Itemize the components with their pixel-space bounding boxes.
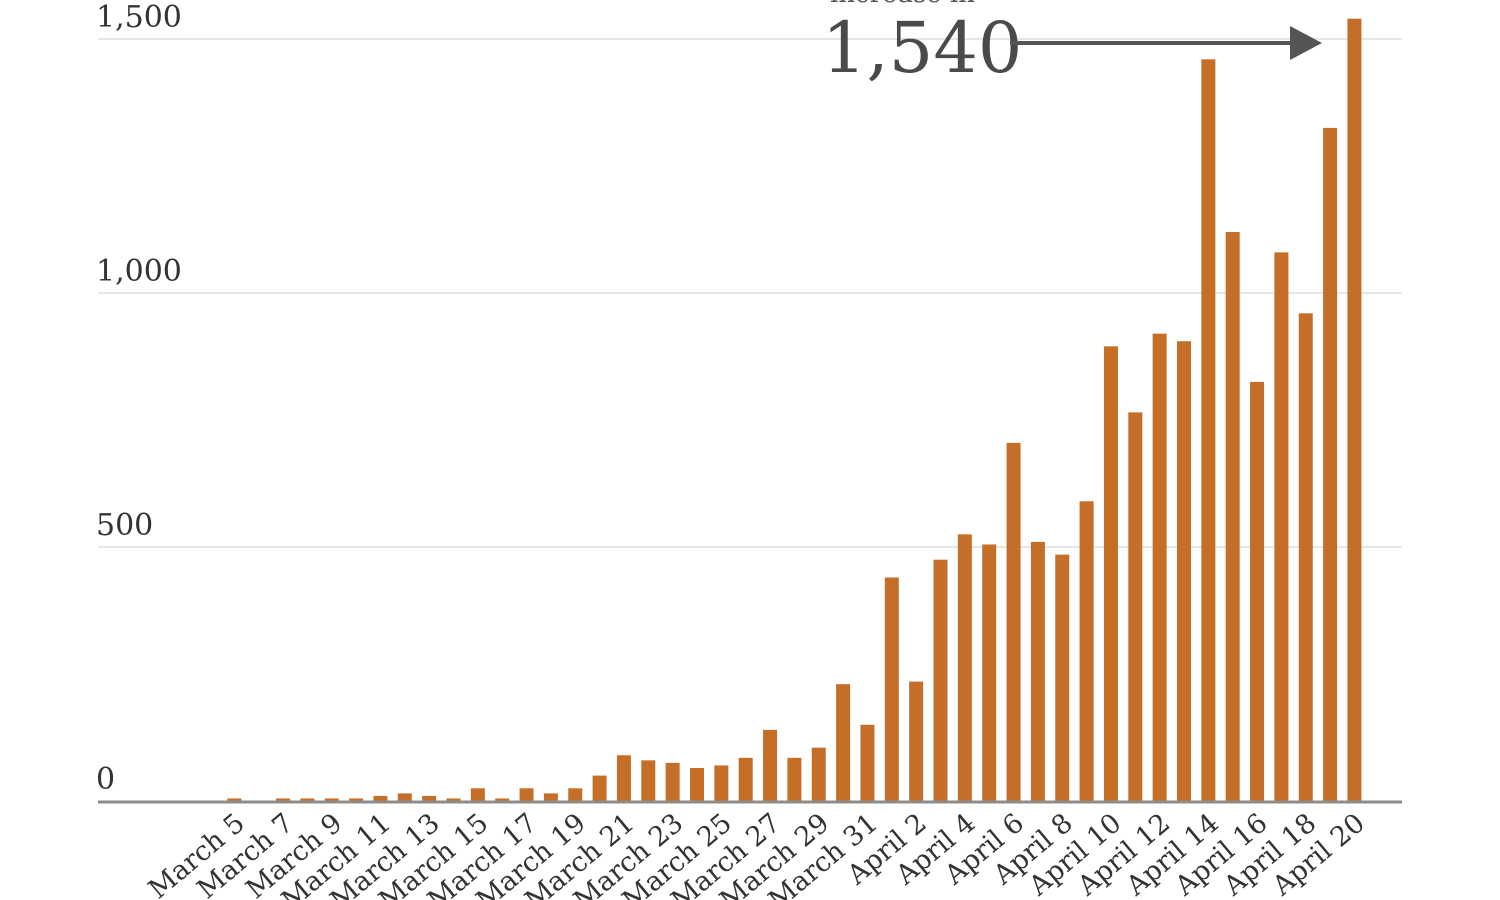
bar [909,681,924,801]
bar [982,544,997,801]
y-tick-label: 1,500 [96,0,182,35]
bar [373,795,388,801]
bars [227,18,1362,802]
bar [957,534,972,801]
bar [324,798,339,801]
callout-arrow-head-icon [1290,26,1322,60]
bar [1128,412,1143,801]
bar [495,798,510,801]
y-tick-label: 500 [96,508,153,543]
bar [1030,541,1045,801]
bar [519,788,534,801]
bar [1323,127,1338,801]
bar [1006,442,1021,801]
y-tick-label: 0 [96,762,115,797]
bar [933,559,948,801]
bar [349,798,364,801]
bar [1079,501,1094,801]
bar [568,788,583,801]
bar [763,729,778,801]
bar [738,757,753,801]
bar [836,684,851,801]
bar [714,765,729,801]
callout-value: 1,540 [822,7,1022,89]
bar [690,767,704,801]
y-tick-label: 1,000 [96,254,182,289]
bar [1055,554,1070,801]
bar [543,793,558,801]
bar [616,755,631,801]
bar [300,798,315,801]
bar [860,724,875,801]
bar [665,762,680,801]
bar [1152,333,1167,801]
bar [1201,59,1216,801]
bar [276,798,291,801]
bar [1347,18,1362,802]
bar [227,798,242,801]
bar [1103,346,1118,801]
bar [1177,341,1191,801]
bar [884,577,899,801]
bar [422,795,437,801]
peak-callout: increase in 1,540 [822,0,1322,89]
bar [1225,232,1240,802]
bar [1298,313,1313,801]
y-axis-ticks: 0 500 1,000 1,500 [96,0,182,797]
bar [397,793,412,801]
bar [470,788,485,801]
bar [1250,381,1265,801]
bar [592,775,607,801]
bar [787,757,802,801]
bar [811,747,826,801]
callout-label: increase in [830,0,975,9]
bar [641,760,656,801]
bar [1274,252,1289,802]
bar [446,798,461,801]
